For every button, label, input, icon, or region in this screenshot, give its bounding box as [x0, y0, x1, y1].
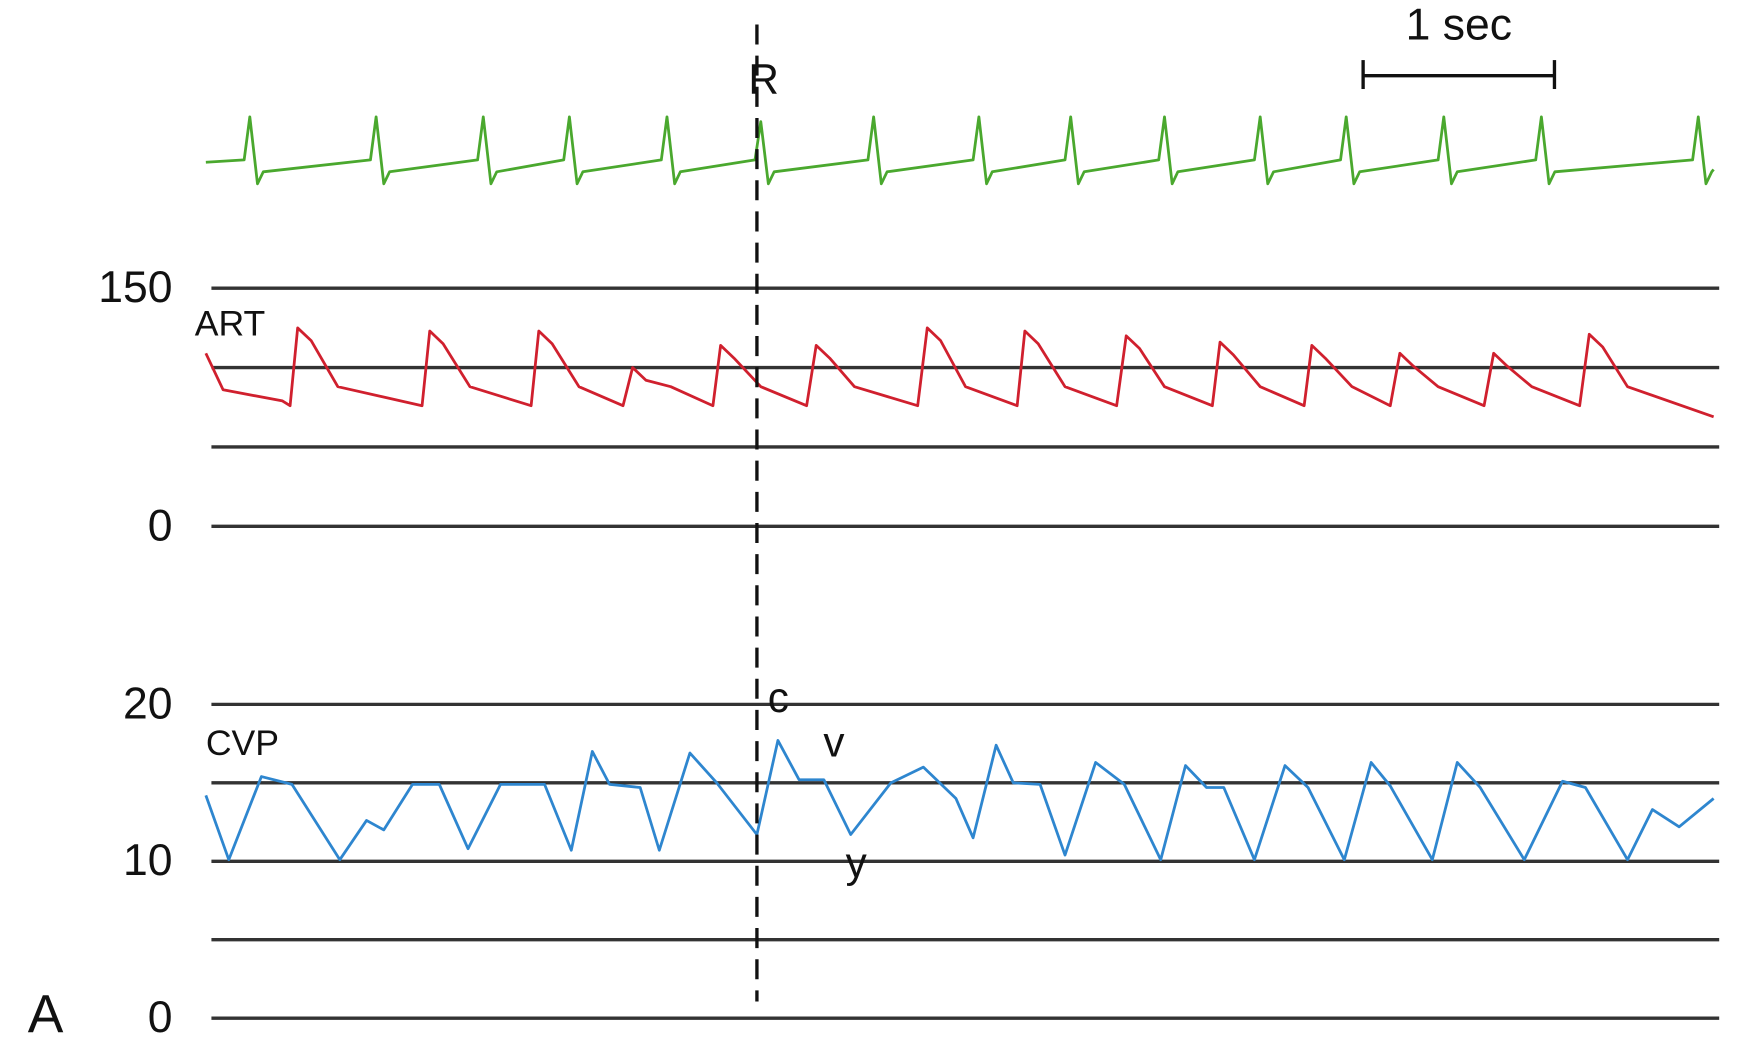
scale-bar-label: 1 sec	[1406, 1, 1512, 50]
y-tick-label: 10	[123, 836, 172, 885]
y-tick-label: 150	[98, 263, 172, 312]
trace-line	[205, 115, 1715, 186]
wave-annotation: c	[768, 674, 789, 721]
trace-label: CVP	[206, 723, 279, 763]
r-marker-label: R	[748, 56, 779, 103]
wave-annotation: y	[846, 839, 868, 886]
wave-annotation: v	[823, 719, 844, 766]
panel-label: A	[28, 985, 64, 1044]
y-tick-label: 20	[123, 679, 172, 728]
trace-label: ART	[195, 303, 266, 343]
trace-line	[204, 326, 1715, 419]
y-tick-label: 0	[148, 993, 173, 1042]
trace-line	[204, 739, 1715, 862]
y-tick-label: 0	[148, 501, 173, 550]
